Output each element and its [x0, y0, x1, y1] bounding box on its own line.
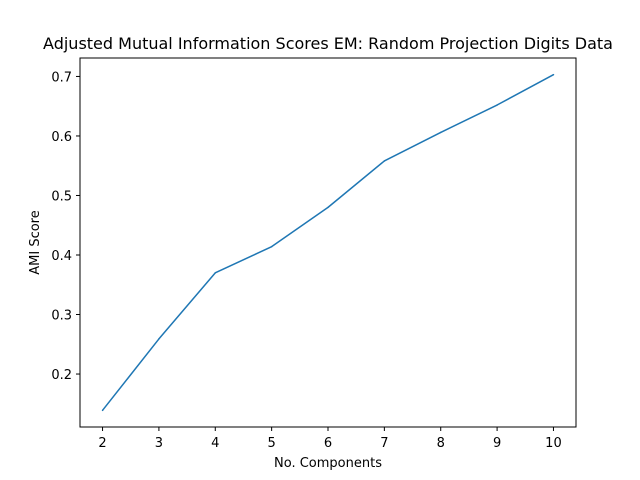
x-tick-label: 2: [98, 436, 106, 451]
data-point: [383, 160, 386, 162]
x-tick-label: 3: [155, 436, 163, 451]
axes-frame: [79, 57, 577, 428]
x-tick-label: 9: [493, 436, 501, 451]
data-point: [101, 409, 104, 412]
x-tick-label: 5: [267, 436, 275, 451]
data-point: [158, 338, 160, 340]
plot-area: [101, 73, 555, 412]
x-tick-label: 10: [545, 436, 562, 451]
y-tick-label: 0.6: [51, 130, 72, 145]
data-point: [327, 206, 329, 209]
y-tick-label: 0.7: [51, 70, 72, 85]
y-axis: 0.2 0.3 0.4 0.5 0.6 0.7: [51, 70, 80, 383]
y-tick-label: 0.4: [51, 249, 72, 264]
x-tick-label: 7: [380, 436, 388, 451]
y-tick-label: 0.5: [51, 189, 72, 204]
x-tick-label: 8: [437, 436, 445, 451]
data-point: [552, 73, 555, 76]
y-tick-label: 0.3: [51, 309, 72, 324]
x-axis: 2 3 4 5 6 7 8 9 10: [98, 427, 562, 451]
data-point: [439, 131, 442, 134]
data-point: [270, 245, 273, 248]
x-tick-label: 6: [324, 436, 332, 451]
y-tick-label: 0.2: [51, 368, 72, 383]
data-point: [496, 104, 498, 106]
chart-title: Adjusted Mutual Information Scores EM: R…: [43, 34, 613, 53]
series-line-0: [101, 73, 554, 411]
x-tick-label: 4: [211, 436, 219, 451]
x-axis-label: No. Components: [274, 456, 382, 471]
data-point: [214, 272, 217, 274]
y-axis-label: AMI Score: [28, 210, 43, 275]
